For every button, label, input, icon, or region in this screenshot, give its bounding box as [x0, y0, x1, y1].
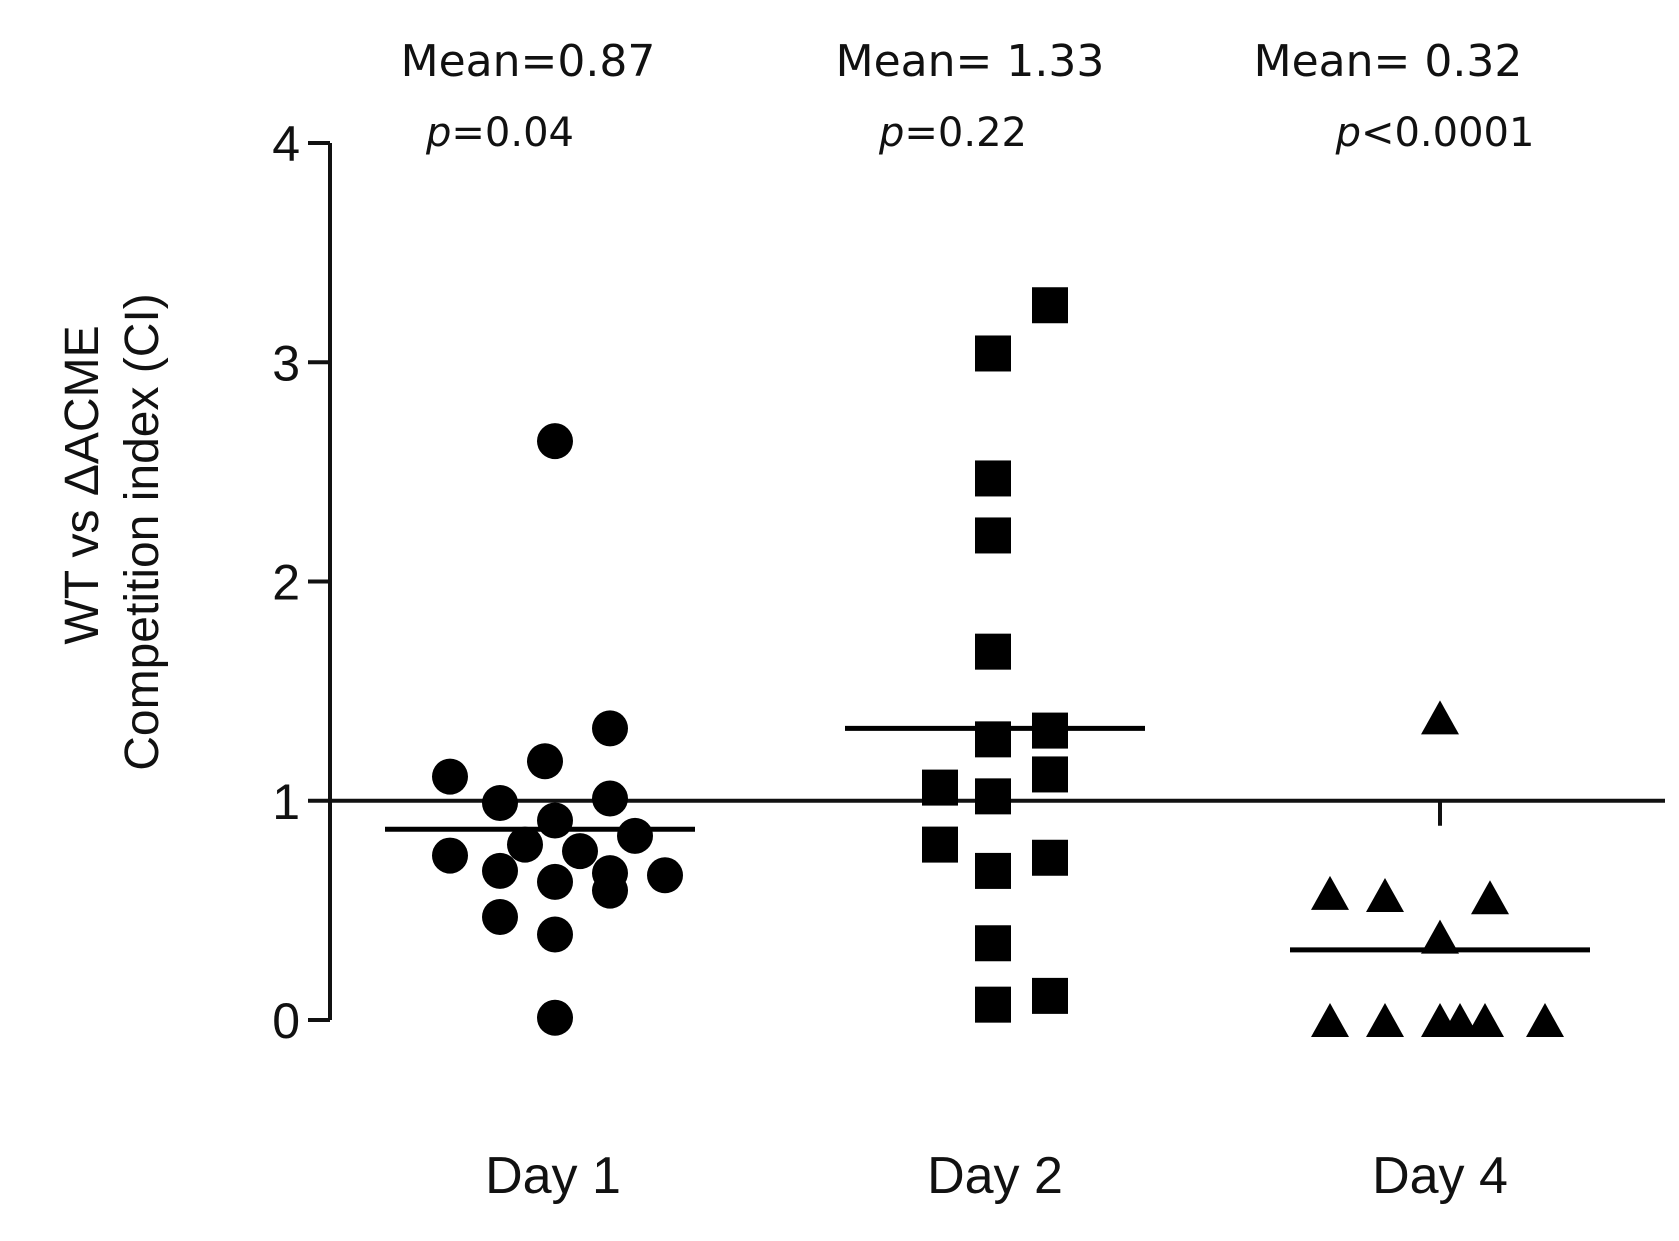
data-point-circle: [432, 837, 468, 874]
y-tick-label: 1: [272, 774, 300, 830]
data-point-triangle: [1421, 919, 1459, 954]
data-point-circle: [482, 852, 518, 889]
data-point-triangle: [1311, 875, 1349, 910]
y-tick-label: 0: [272, 993, 300, 1049]
p-symbol: p: [878, 110, 904, 156]
y-axis-label: WT vs ΔACME Competition index (CI): [56, 293, 169, 771]
y-tick-label: 2: [272, 555, 300, 611]
p-value-annotation: p<0.0001: [1335, 110, 1535, 156]
data-point-circle: [537, 916, 573, 953]
data-point-square: [975, 852, 1011, 889]
data-point-circle: [592, 710, 628, 747]
y-axis-label-line2: Competition index (CI): [116, 293, 169, 771]
data-point-square: [1032, 977, 1068, 1014]
data-point-square: [975, 460, 1011, 497]
data-point-circle: [432, 758, 468, 795]
p-value-text: =0.22: [904, 110, 1027, 156]
data-point-circle: [482, 898, 518, 935]
data-point-circle: [482, 784, 518, 821]
data-point-square: [1032, 839, 1068, 876]
y-axis-ticks: 0 1 2 3 4: [272, 116, 330, 1049]
data-point-square: [975, 925, 1011, 962]
mean-lines: [385, 725, 1590, 953]
mean-annotation: Mean=0.87: [401, 36, 656, 87]
data-point-circle: [617, 817, 653, 854]
data-point-circle: [592, 872, 628, 909]
data-point-triangle: [1471, 880, 1509, 915]
x-category-label: Day 4: [1372, 1147, 1508, 1205]
p-value-annotation: p=0.04: [425, 110, 574, 156]
x-category-label: Day 2: [927, 1147, 1063, 1205]
y-tick-label: 4: [272, 116, 300, 172]
data-point-square: [922, 826, 958, 863]
p-symbol: p: [425, 110, 451, 156]
data-point-circle: [562, 833, 598, 870]
data-point-square: [975, 335, 1011, 372]
p-value-text: =0.04: [451, 110, 574, 156]
data-point-square: [1032, 287, 1068, 324]
y-tick-label: 3: [272, 335, 300, 391]
p-value-text: <0.0001: [1361, 110, 1534, 156]
data-point-square: [975, 517, 1011, 554]
data-point-circle: [647, 857, 683, 894]
data-point-triangle: [1526, 1003, 1564, 1037]
p-symbol: p: [1335, 110, 1361, 156]
x-axis-category-labels: Day 1 Day 2 Day 4: [485, 1147, 1508, 1205]
data-point-square: [922, 769, 958, 806]
data-point-triangle: [1441, 1003, 1479, 1037]
y-axis-label-line1: WT vs ΔACME: [56, 325, 109, 644]
x-category-label: Day 1: [485, 1147, 621, 1205]
data-point-circle: [527, 743, 563, 780]
data-point-circle: [592, 780, 628, 817]
data-point-triangle: [1366, 1003, 1404, 1037]
data-point-square: [975, 986, 1011, 1023]
data-point-triangle: [1311, 1003, 1349, 1037]
data-point-square: [975, 778, 1011, 815]
p-value-annotation: p=0.22: [878, 110, 1027, 156]
data-point-circle: [537, 423, 573, 460]
data-point-circle: [537, 863, 573, 900]
data-point-triangle: [1466, 1003, 1504, 1037]
data-point-circle: [507, 826, 543, 863]
data-point-square: [1032, 756, 1068, 793]
mean-annotation: Mean= 1.33: [836, 36, 1105, 87]
data-point-circle: [537, 999, 573, 1036]
mean-annotation: Mean= 0.32: [1254, 36, 1523, 87]
data-point-circle: [537, 802, 573, 839]
data-point-triangle: [1366, 878, 1404, 913]
data-point-square: [975, 633, 1011, 670]
data-point-triangle: [1421, 700, 1459, 735]
data-points: [432, 287, 1564, 1037]
